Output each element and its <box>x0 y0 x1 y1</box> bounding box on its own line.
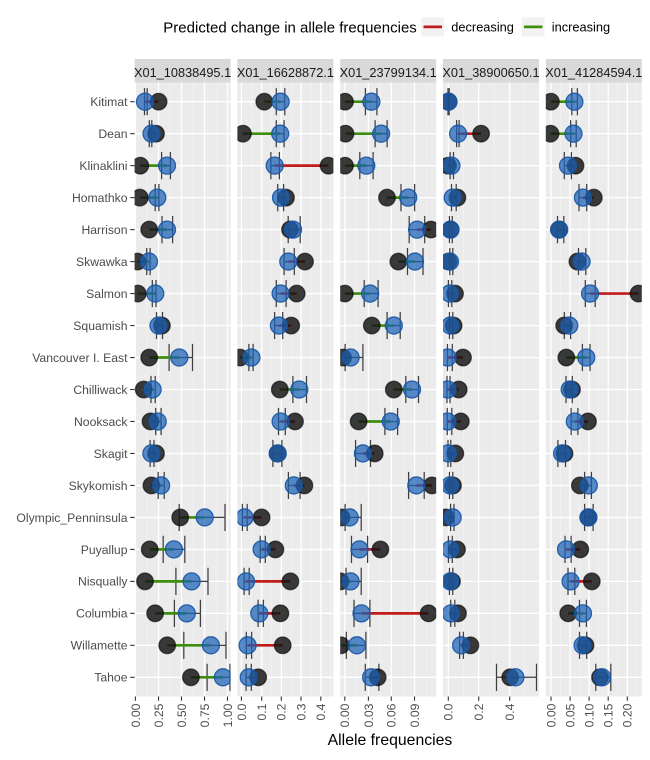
svg-text:Columbia: Columbia <box>76 607 128 621</box>
svg-text:0.4: 0.4 <box>503 703 517 720</box>
svg-text:0.09: 0.09 <box>408 703 422 727</box>
svg-text:Tahoe: Tahoe <box>94 671 127 685</box>
svg-text:X01_16628872.1: X01_16628872.1 <box>237 65 334 80</box>
svg-text:0.75: 0.75 <box>198 703 212 727</box>
svg-text:Allele frequencies: Allele frequencies <box>328 732 453 749</box>
svg-text:X01_10838495.1: X01_10838495.1 <box>134 65 231 80</box>
svg-text:0.3: 0.3 <box>294 703 308 720</box>
svg-text:0.1: 0.1 <box>255 703 269 720</box>
svg-text:0.0: 0.0 <box>442 703 456 720</box>
svg-text:0.00: 0.00 <box>338 703 352 727</box>
svg-text:Olympic_Penninsula: Olympic_Penninsula <box>16 511 127 525</box>
svg-text:X01_41284594.1: X01_41284594.1 <box>545 65 642 80</box>
svg-text:0.4: 0.4 <box>314 703 328 720</box>
svg-text:Puyallup: Puyallup <box>81 543 128 557</box>
svg-text:0.10: 0.10 <box>583 703 597 727</box>
svg-text:Klinaklini: Klinaklini <box>79 159 127 173</box>
svg-text:X01_38900650.1: X01_38900650.1 <box>442 65 539 80</box>
svg-text:0.2: 0.2 <box>275 703 289 720</box>
svg-text:0.05: 0.05 <box>564 703 578 727</box>
svg-text:0.25: 0.25 <box>152 703 166 727</box>
svg-text:decreasing: decreasing <box>451 19 514 34</box>
svg-text:Nisqually: Nisqually <box>78 575 128 589</box>
svg-text:Skwawka: Skwawka <box>76 255 128 269</box>
svg-text:0.20: 0.20 <box>621 703 635 727</box>
svg-text:Salmon: Salmon <box>86 287 127 301</box>
svg-text:Harrison: Harrison <box>81 223 127 237</box>
svg-text:X01_23799134.1: X01_23799134.1 <box>340 65 437 80</box>
svg-text:Chilliwack: Chilliwack <box>73 383 128 397</box>
svg-text:0.00: 0.00 <box>544 703 558 727</box>
svg-text:0.15: 0.15 <box>602 703 616 727</box>
svg-text:Skagit: Skagit <box>94 447 128 461</box>
svg-text:0.03: 0.03 <box>362 703 376 727</box>
svg-text:0.06: 0.06 <box>385 703 399 727</box>
svg-text:Kitimat: Kitimat <box>90 95 128 109</box>
svg-text:0.0: 0.0 <box>235 703 249 720</box>
svg-text:increasing: increasing <box>552 19 610 34</box>
svg-text:Homathko: Homathko <box>72 191 128 205</box>
svg-text:Squamish: Squamish <box>73 319 127 333</box>
svg-text:0.2: 0.2 <box>472 703 486 720</box>
svg-text:Skykomish: Skykomish <box>69 479 128 493</box>
svg-text:Nooksack: Nooksack <box>74 415 128 429</box>
svg-text:Vancouver I. East: Vancouver I. East <box>32 351 128 365</box>
svg-text:0.00: 0.00 <box>129 703 143 727</box>
svg-text:0.50: 0.50 <box>175 703 189 727</box>
svg-text:Dean: Dean <box>98 127 127 141</box>
svg-text:1.00: 1.00 <box>221 703 235 727</box>
svg-text:Willamette: Willamette <box>71 639 128 653</box>
svg-text:Predicted change in allele fre: Predicted change in allele frequencies <box>163 20 416 37</box>
